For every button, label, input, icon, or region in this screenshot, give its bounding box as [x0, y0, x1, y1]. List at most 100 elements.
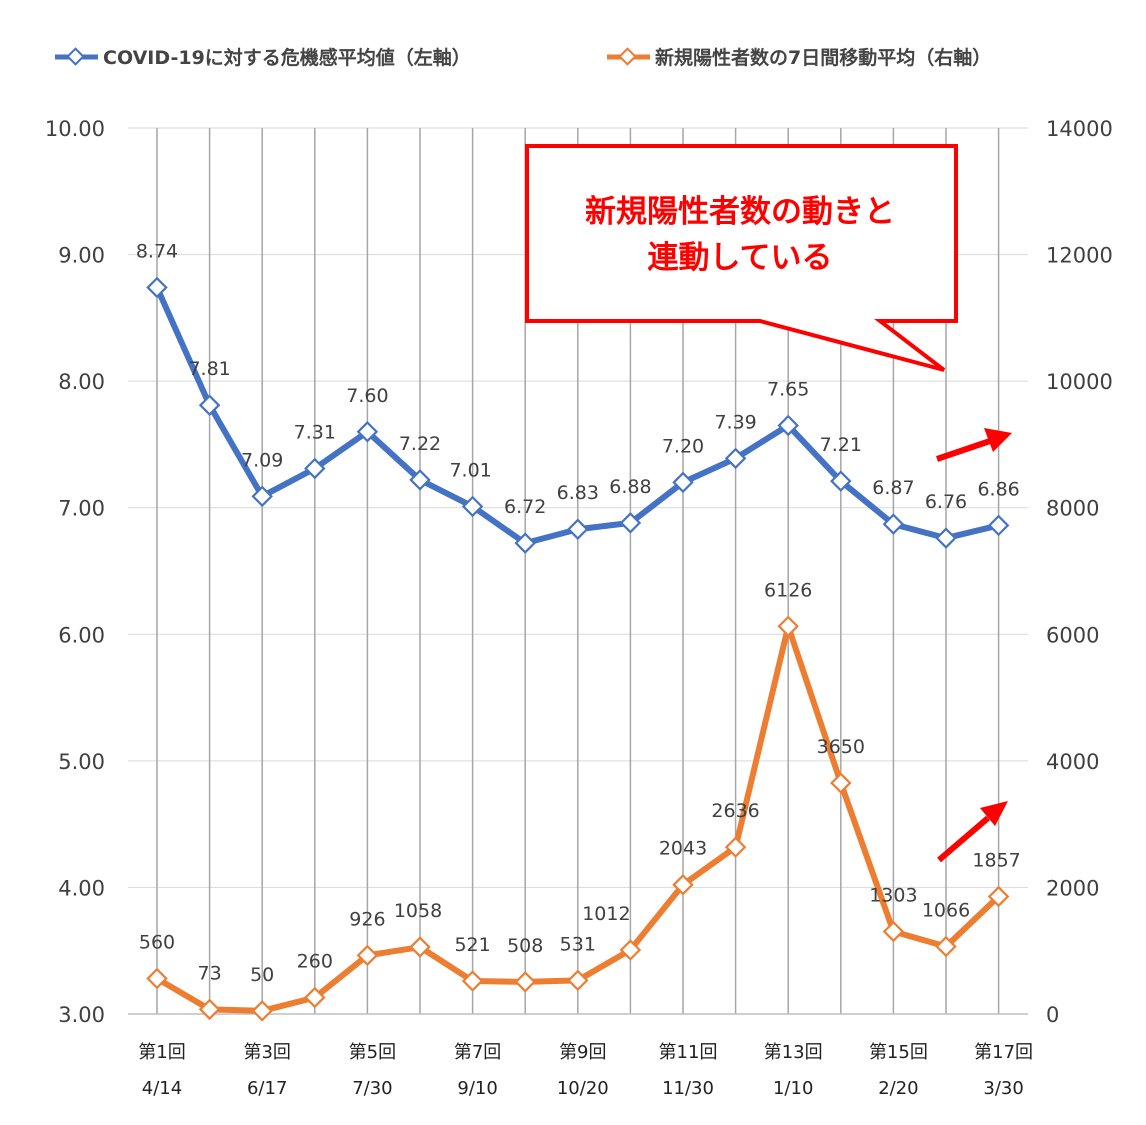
- data-label: 3650: [817, 736, 865, 758]
- series-layer: 8.74 7.81 7.09 7.31 7.60 7.22 7.01 6.72 6.83 6.88…: [136, 240, 1021, 1022]
- arrow-shaft: [937, 815, 990, 863]
- data-point: [409, 469, 431, 491]
- callout-line-2: 連動している: [647, 240, 832, 276]
- left-tick-label: 8.00: [58, 370, 105, 394]
- data-label: 521: [454, 934, 490, 956]
- data-point: [672, 471, 694, 494]
- data-label: 7.22: [399, 433, 441, 455]
- data-point: [935, 527, 957, 549]
- arrow-head: [984, 428, 1012, 452]
- data-label: 1012: [582, 903, 630, 925]
- data-label: 7.31: [294, 421, 336, 443]
- arrow-shaft: [936, 438, 991, 462]
- right-tick-label: 14000: [1046, 117, 1113, 141]
- data-label: 7.01: [449, 459, 491, 481]
- right-tick-label: 0: [1046, 1003, 1059, 1027]
- x-axis: 第1回 4/14 第3回 6/17 第5回 7/30 第7回 9/10 第9回 10/20 第11回…: [138, 1042, 1033, 1099]
- data-point: [724, 836, 747, 858]
- right-tick-label: 2000: [1046, 876, 1099, 900]
- data-point: [777, 414, 799, 437]
- callout-line-1: 新規陽性者数の動きと: [585, 194, 895, 230]
- right-tick-label: 4000: [1046, 750, 1099, 774]
- data-label: 7.21: [820, 434, 862, 456]
- x-tick-round: 第7回: [454, 1042, 501, 1063]
- data-point: [304, 457, 326, 480]
- data-label: 7.81: [188, 358, 230, 380]
- x-tick-round: 第15回: [869, 1042, 928, 1063]
- data-label: 6.88: [609, 476, 651, 498]
- data-point: [724, 447, 747, 470]
- right-tick-label: 6000: [1046, 623, 1099, 647]
- x-tick-date: 11/30: [662, 1078, 714, 1099]
- data-point: [198, 998, 221, 1021]
- x-tick-date: 3/30: [983, 1078, 1023, 1099]
- right-axis: 0 2000 4000 6000 8000 10000 12000 14000: [1046, 117, 1113, 1027]
- data-label: 6.72: [504, 496, 546, 518]
- legend-label-cases: 新規陽性者数の7日間移動平均（右軸）: [655, 46, 991, 69]
- data-label: 1303: [869, 885, 917, 907]
- left-tick-label: 4.00: [58, 876, 105, 900]
- data-label: 1857: [972, 849, 1020, 871]
- data-point: [987, 885, 1010, 908]
- data-label: 7.60: [346, 385, 388, 407]
- data-point: [461, 970, 484, 992]
- left-tick-label: 10.00: [45, 117, 105, 141]
- data-point: [672, 873, 694, 896]
- data-point: [567, 969, 589, 992]
- data-point: [251, 485, 273, 508]
- data-label: 73: [198, 962, 222, 984]
- x-tick-date: 2/20: [878, 1078, 918, 1099]
- data-point: [304, 986, 326, 1009]
- data-point: [356, 944, 379, 967]
- x-tick-date: 10/20: [557, 1078, 609, 1099]
- x-tick-date: 1/10: [773, 1078, 813, 1099]
- x-tick-round: 第17回: [974, 1042, 1033, 1063]
- callout: 新規陽性者数の動きと 連動している: [525, 144, 958, 372]
- x-tick-round: 第3回: [243, 1042, 290, 1063]
- legend-item-cases: 新規陽性者数の7日間移動平均（右軸）: [607, 46, 991, 69]
- left-tick-label: 3.00: [58, 1003, 105, 1027]
- data-point: [830, 772, 852, 794]
- left-tick-label: 5.00: [58, 750, 105, 774]
- x-tick-date: 9/10: [457, 1078, 497, 1099]
- data-label: 8.74: [136, 240, 178, 262]
- x-tick-round: 第13回: [764, 1042, 823, 1063]
- trend-arrow-risk: [936, 428, 1012, 462]
- data-label: 926: [349, 908, 385, 930]
- data-point: [882, 920, 905, 943]
- data-label: 7.39: [714, 411, 756, 433]
- x-tick-round: 第11回: [659, 1042, 718, 1063]
- plot-grid: [128, 127, 1028, 1015]
- left-axis: 3.00 4.00 5.00 6.00 7.00 8.00 9.00 10.00: [45, 117, 105, 1027]
- data-label: 6126: [764, 579, 812, 601]
- data-point: [146, 967, 168, 990]
- data-point: [777, 615, 799, 638]
- legend-marker-risk: [66, 47, 85, 66]
- data-label: 508: [507, 935, 543, 957]
- data-label: 6.83: [557, 482, 599, 504]
- series-risk: 8.74 7.81 7.09 7.31 7.60 7.22 7.01 6.72 6.83 6.88…: [136, 240, 1020, 554]
- data-point: [619, 512, 642, 534]
- trend-arrows: [936, 428, 1012, 863]
- x-tick-round: 第1回: [138, 1042, 185, 1063]
- data-label: 2043: [659, 838, 707, 860]
- data-point: [461, 495, 484, 518]
- trend-arrow-cases: [937, 801, 1008, 863]
- right-tick-label: 8000: [1046, 497, 1099, 521]
- data-label: 260: [297, 951, 333, 973]
- data-label: 1066: [922, 900, 970, 922]
- right-tick-label: 12000: [1046, 244, 1113, 268]
- right-tick-label: 10000: [1046, 370, 1113, 394]
- data-point: [146, 276, 168, 299]
- data-point: [356, 421, 379, 443]
- left-tick-label: 7.00: [58, 497, 105, 521]
- data-point: [830, 470, 852, 492]
- data-label: 560: [139, 932, 175, 954]
- data-label: 6.86: [977, 478, 1019, 500]
- legend: COVID-19に対する危機感平均値（左軸） 新規陽性者数の7日間移動平均（右軸…: [55, 46, 991, 69]
- data-label: 7.20: [662, 435, 704, 457]
- data-label: 6.76: [925, 491, 967, 513]
- legend-label-risk: COVID-19に対する危機感平均値（左軸）: [103, 46, 471, 69]
- data-point: [935, 935, 957, 958]
